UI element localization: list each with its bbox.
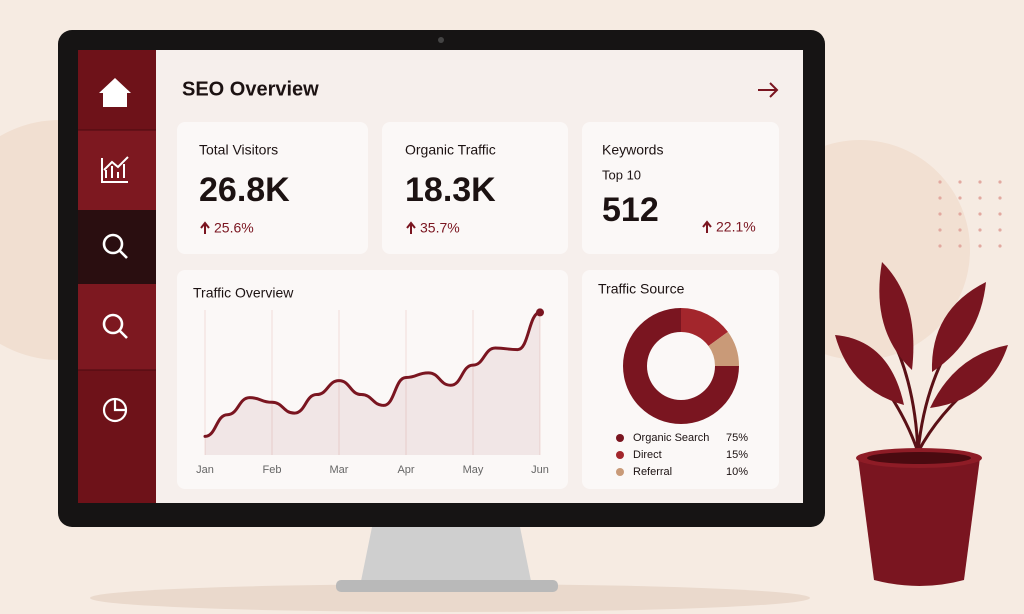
value-label: 15% xyxy=(726,449,748,461)
sidebar-item[interactable] xyxy=(78,130,156,210)
sidebar-item-active[interactable] xyxy=(78,210,156,284)
camera xyxy=(438,37,444,43)
x-tick-label: Jun xyxy=(531,464,549,476)
monitor-base xyxy=(336,580,558,592)
analytics-icon[interactable] xyxy=(101,156,129,183)
search-icon[interactable] xyxy=(102,233,128,259)
sidebar-item[interactable] xyxy=(78,284,156,370)
dot xyxy=(998,212,1002,216)
value-label: 75% xyxy=(726,432,748,444)
x-tick-label: May xyxy=(463,464,484,476)
line-area xyxy=(205,312,540,455)
donut-slice xyxy=(681,308,728,347)
card-label: Total Visitors xyxy=(199,142,278,158)
reports-icon[interactable] xyxy=(102,397,128,423)
card-change: 22.1% xyxy=(716,219,756,235)
monitor-stand xyxy=(360,527,532,586)
card-label: Organic Traffic xyxy=(405,142,496,158)
chart-title: Traffic Source xyxy=(598,281,685,297)
plant xyxy=(835,262,1008,586)
legend-label: Direct xyxy=(633,449,662,461)
x-tick-label: Mar xyxy=(330,464,349,476)
dot xyxy=(958,180,962,184)
card-value: 512 xyxy=(602,191,659,229)
value-label: 10% xyxy=(726,466,748,478)
card-change: 35.7% xyxy=(420,220,460,236)
card-value: 26.8K xyxy=(199,171,290,209)
dot xyxy=(938,196,942,200)
dot xyxy=(938,212,942,216)
dot xyxy=(978,244,982,248)
dot-pattern xyxy=(938,180,1002,248)
x-tick-label: Feb xyxy=(263,464,282,476)
legend-swatch xyxy=(616,468,624,476)
card-sublabel: Top 10 xyxy=(602,167,641,182)
up-arrows xyxy=(200,220,712,234)
line xyxy=(203,310,542,438)
dot xyxy=(938,244,942,248)
sidebar-dividers xyxy=(78,129,156,371)
card-value: 18.3K xyxy=(405,171,496,209)
legend-swatch xyxy=(616,451,624,459)
legend-swatch xyxy=(616,434,624,442)
legend-label: Organic Search xyxy=(633,432,709,444)
dot xyxy=(978,180,982,184)
donut-slice xyxy=(623,308,739,424)
dot xyxy=(958,228,962,232)
dot xyxy=(958,212,962,216)
x-tick-label: Jan xyxy=(196,464,214,476)
dot xyxy=(938,180,942,184)
cards xyxy=(177,122,779,489)
x-tick-label: Apr xyxy=(397,464,414,476)
dot xyxy=(998,196,1002,200)
page-title: SEO Overview xyxy=(182,78,319,100)
dot xyxy=(978,212,982,216)
dot xyxy=(998,228,1002,232)
card-label: Keywords xyxy=(602,142,663,158)
donut-slice xyxy=(708,331,739,366)
shadow xyxy=(90,584,810,612)
card-change: 25.6% xyxy=(214,220,254,236)
dot xyxy=(998,244,1002,248)
forward-arrow[interactable] xyxy=(758,82,779,98)
legend-label: Referral xyxy=(633,466,672,478)
dot xyxy=(978,196,982,200)
search-icon[interactable] xyxy=(102,313,128,339)
line-end-dot xyxy=(536,308,544,317)
dot xyxy=(958,196,962,200)
chart-title: Traffic Overview xyxy=(193,285,294,301)
dot xyxy=(938,228,942,232)
dot xyxy=(998,180,1002,184)
dot xyxy=(958,244,962,248)
home-icon[interactable] xyxy=(99,78,131,107)
dot xyxy=(978,228,982,232)
